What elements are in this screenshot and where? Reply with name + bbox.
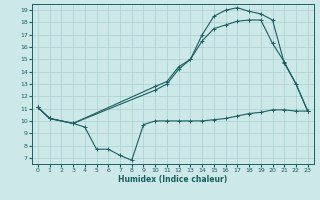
X-axis label: Humidex (Indice chaleur): Humidex (Indice chaleur) — [118, 175, 228, 184]
